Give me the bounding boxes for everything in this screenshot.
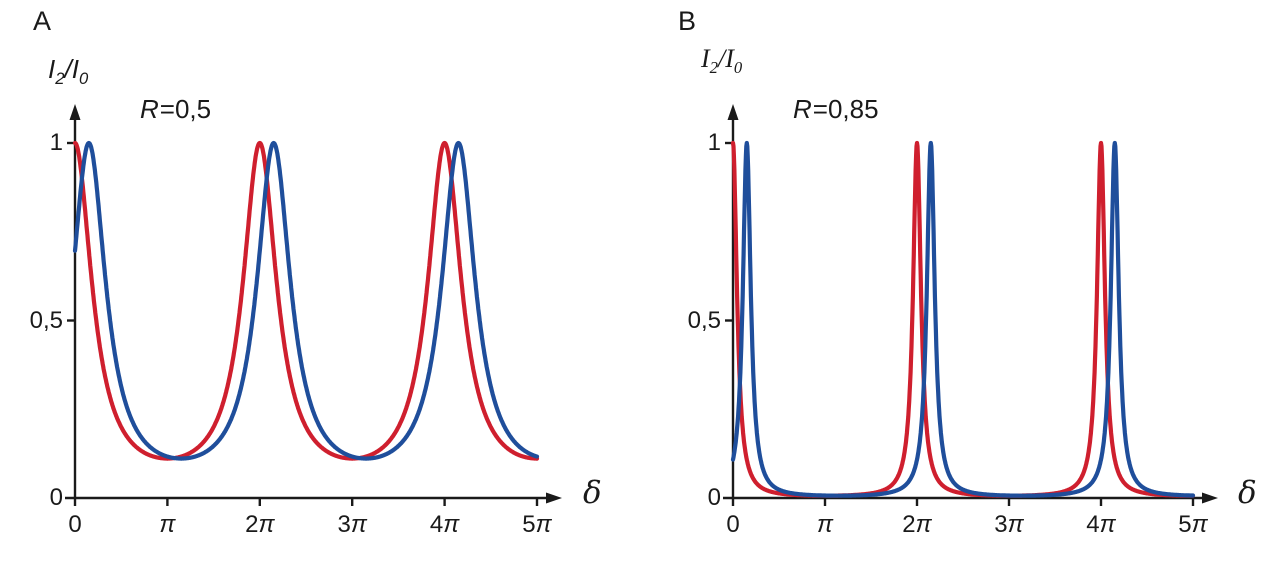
panel-a-reflectivity-label: R=0,5 xyxy=(140,95,211,124)
curve-blue-curve-panel-a xyxy=(72,140,540,461)
x-tick-label: 4π xyxy=(1086,511,1116,538)
panel-b-x-axis-title: δ xyxy=(1238,475,1257,511)
panel-a-y-axis-title: I2/I0 xyxy=(48,55,88,88)
x-tick-label: 2π xyxy=(902,511,932,538)
y-tick-label: 1 xyxy=(707,129,721,156)
y-tick-label: 0 xyxy=(49,484,63,511)
y-title-denominator: I0 xyxy=(725,44,743,78)
x-tick-label: 3π xyxy=(994,511,1024,538)
y-title-slash: / xyxy=(64,54,72,84)
x-tick-label: 0 xyxy=(68,511,82,538)
x-tick-label: 3π xyxy=(337,511,367,538)
reflectivity-value: =0,85 xyxy=(812,94,879,124)
reflectivity-symbol: R xyxy=(793,94,812,124)
panel-b-letter: B xyxy=(678,6,697,36)
panel-b-reflectivity-label: R=0,85 xyxy=(793,95,879,124)
y-title-numerator: I2 xyxy=(48,54,65,89)
x-tick-label: π xyxy=(816,511,834,538)
reflectivity-value: =0,5 xyxy=(159,94,212,124)
panel-a-x-axis-title: δ xyxy=(583,475,602,511)
panel-b-y-axis-title: I2/I0 xyxy=(701,44,743,78)
y-title-slash: / xyxy=(717,44,726,73)
x-tick-label: 5π xyxy=(1178,511,1208,538)
x-tick-label: π xyxy=(159,511,176,538)
x-tick-label: 4π xyxy=(429,511,460,538)
curve-red-curve-panel-a xyxy=(72,140,540,461)
x-axis-arrowhead xyxy=(546,492,562,504)
y-title-numerator: I2 xyxy=(701,44,718,78)
y-axis-arrowhead xyxy=(69,104,81,120)
x-axis-arrowhead xyxy=(1202,492,1218,504)
reflectivity-symbol: R xyxy=(140,94,159,124)
y-tick-label: 1 xyxy=(49,129,63,156)
panel-a-letter: A xyxy=(33,6,52,36)
x-tick-label: 0 xyxy=(726,511,740,538)
x-tick-label: 5π xyxy=(522,511,552,538)
y-title-denominator: I0 xyxy=(71,54,89,89)
y-tick-label: 0,5 xyxy=(29,306,63,334)
curve-blue-curve-panel-b xyxy=(730,140,1196,498)
y-axis-arrowhead xyxy=(727,104,739,120)
y-tick-label: 0,5 xyxy=(687,306,721,334)
x-tick-label: 2π xyxy=(245,511,275,538)
y-tick-label: 0 xyxy=(707,484,721,511)
